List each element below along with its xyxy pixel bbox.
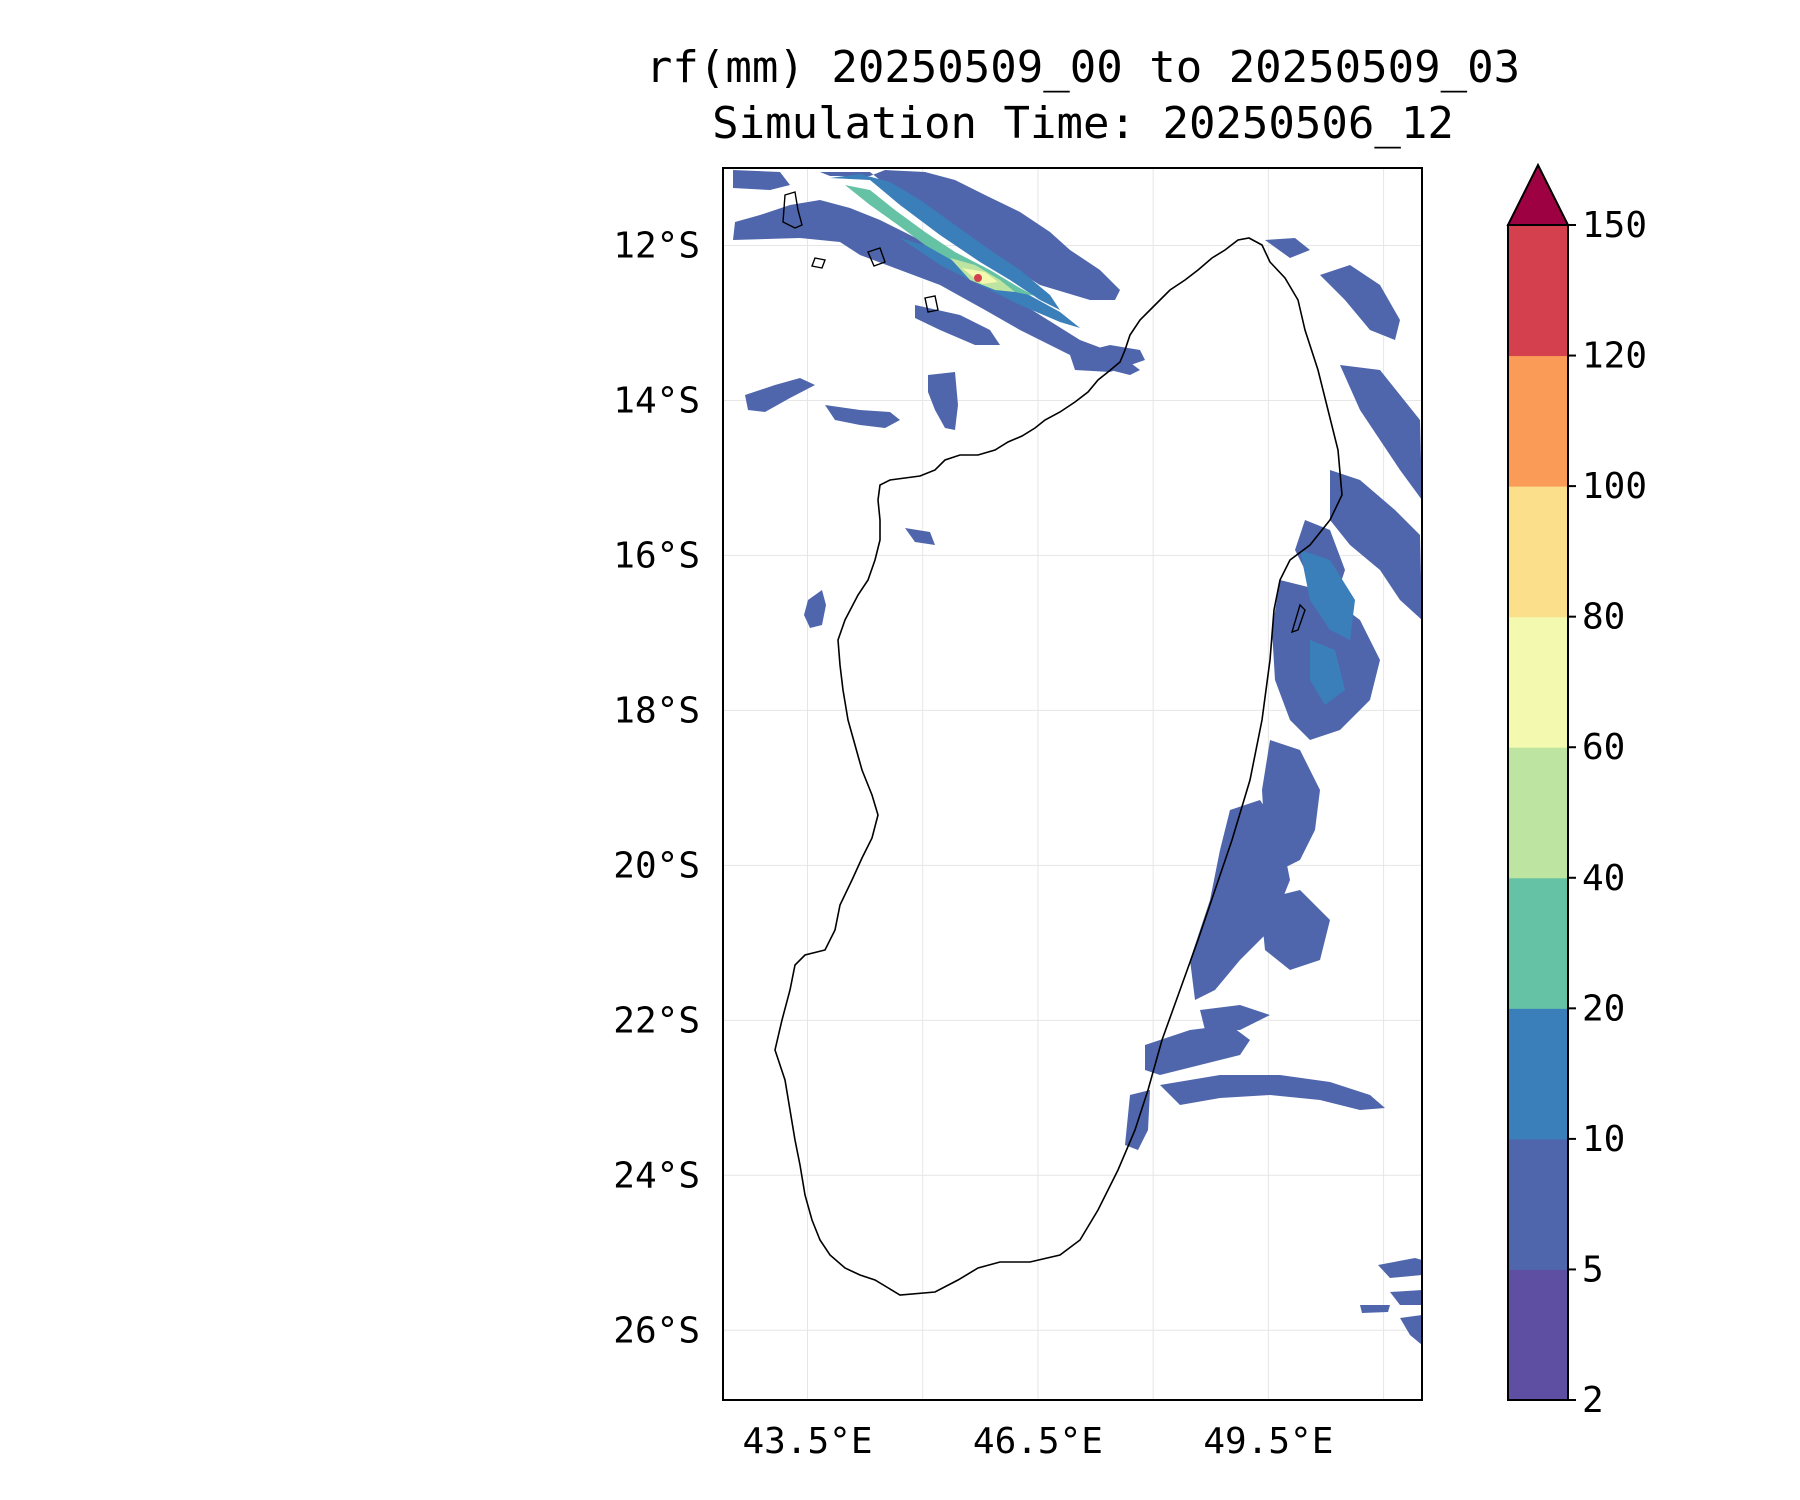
colorbar-segment xyxy=(1508,355,1568,487)
colorbar-tick-label: 2 xyxy=(1582,1380,1604,1421)
colorbar-segment xyxy=(1508,747,1568,879)
lat-tick-label: 26°S xyxy=(613,1310,700,1351)
rain-band-east-central xyxy=(1262,580,1380,870)
colorbar-segment xyxy=(1508,225,1568,357)
title-line-1: rf(mm) 20250509_00 to 20250509_03 xyxy=(646,42,1520,93)
lon-tick-label: 49.5°E xyxy=(1203,1421,1333,1462)
colorbar-tick-label: 60 xyxy=(1582,727,1625,768)
colorbar: 2 5 10 20 40 60 80 100 120 150 xyxy=(1506,162,1647,1421)
lat-tick-label: 16°S xyxy=(613,535,700,576)
lon-tick-label: 43.5°E xyxy=(742,1421,872,1462)
colorbar-tick-label: 150 xyxy=(1582,205,1647,246)
rain-peak-extreme xyxy=(974,274,982,282)
colorbar-tick-label: 40 xyxy=(1582,858,1625,899)
colorbar-segment xyxy=(1508,616,1568,748)
colorbar-segment xyxy=(1508,1008,1568,1140)
rainfall-field xyxy=(733,170,1422,1345)
colorbar-frame xyxy=(1507,224,1569,1401)
colorbar-tick-label: 100 xyxy=(1582,466,1647,507)
lat-tick-label: 24°S xyxy=(613,1155,700,1196)
rain-band-east-south xyxy=(1190,800,1330,1030)
colorbar-tick-label: 20 xyxy=(1582,988,1625,1029)
lat-tick-label: 12°S xyxy=(613,225,700,266)
map-frame xyxy=(722,167,1423,1401)
lat-tick-label: 20°S xyxy=(613,845,700,886)
rain-band-northwest-core xyxy=(845,185,1035,296)
colorbar-segment xyxy=(1508,1138,1568,1270)
colorbar-segment xyxy=(1508,877,1568,1009)
rain-cell-channel-west xyxy=(745,378,815,412)
colorbar-tick-label: 120 xyxy=(1582,336,1647,377)
colorbar-tick-label: 5 xyxy=(1582,1249,1604,1290)
lat-tick-labels: 12°S 14°S 16°S 18°S 20°S 22°S 24°S 26°S xyxy=(613,225,700,1351)
comoros-islands xyxy=(782,191,939,313)
lat-tick-label: 22°S xyxy=(613,1000,700,1041)
rain-band-northwest-south xyxy=(915,305,1145,372)
rain-cell-west-coast xyxy=(804,528,935,628)
rain-band-southeast-arc xyxy=(1125,1025,1385,1150)
rain-band-northeast xyxy=(1265,238,1422,620)
lat-tick-label: 18°S xyxy=(613,690,700,731)
lat-tick-label: 14°S xyxy=(613,380,700,421)
lon-tick-labels: 43.5°E 46.5°E 49.5°E xyxy=(742,1421,1333,1462)
colorbar-segment xyxy=(1508,486,1568,618)
colorbar-segment xyxy=(1508,1269,1568,1401)
nosy-boraha-island xyxy=(1290,603,1306,634)
rain-cell-channel-mid xyxy=(825,405,900,428)
rain-cell-channel-east xyxy=(928,372,958,430)
colorbar-tick-label: 80 xyxy=(1582,597,1625,638)
rain-cells-far-southeast xyxy=(1360,1258,1422,1345)
colorbar-tick-label: 10 xyxy=(1582,1119,1625,1160)
colorbar-extend-triangle xyxy=(1506,162,1570,226)
rain-band-northwest-outer xyxy=(733,170,1140,375)
title-line-2: Simulation Time: 20250506_12 xyxy=(712,98,1454,149)
map-panel: 43.5°E 46.5°E 49.5°E 12°S 14°S 16°S 18°S 20°S 2… xyxy=(613,167,1423,1462)
lon-tick-label: 46.5°E xyxy=(973,1421,1103,1462)
rain-band-east-central-core xyxy=(1300,550,1355,705)
madagascar-coastline xyxy=(774,237,1343,1296)
